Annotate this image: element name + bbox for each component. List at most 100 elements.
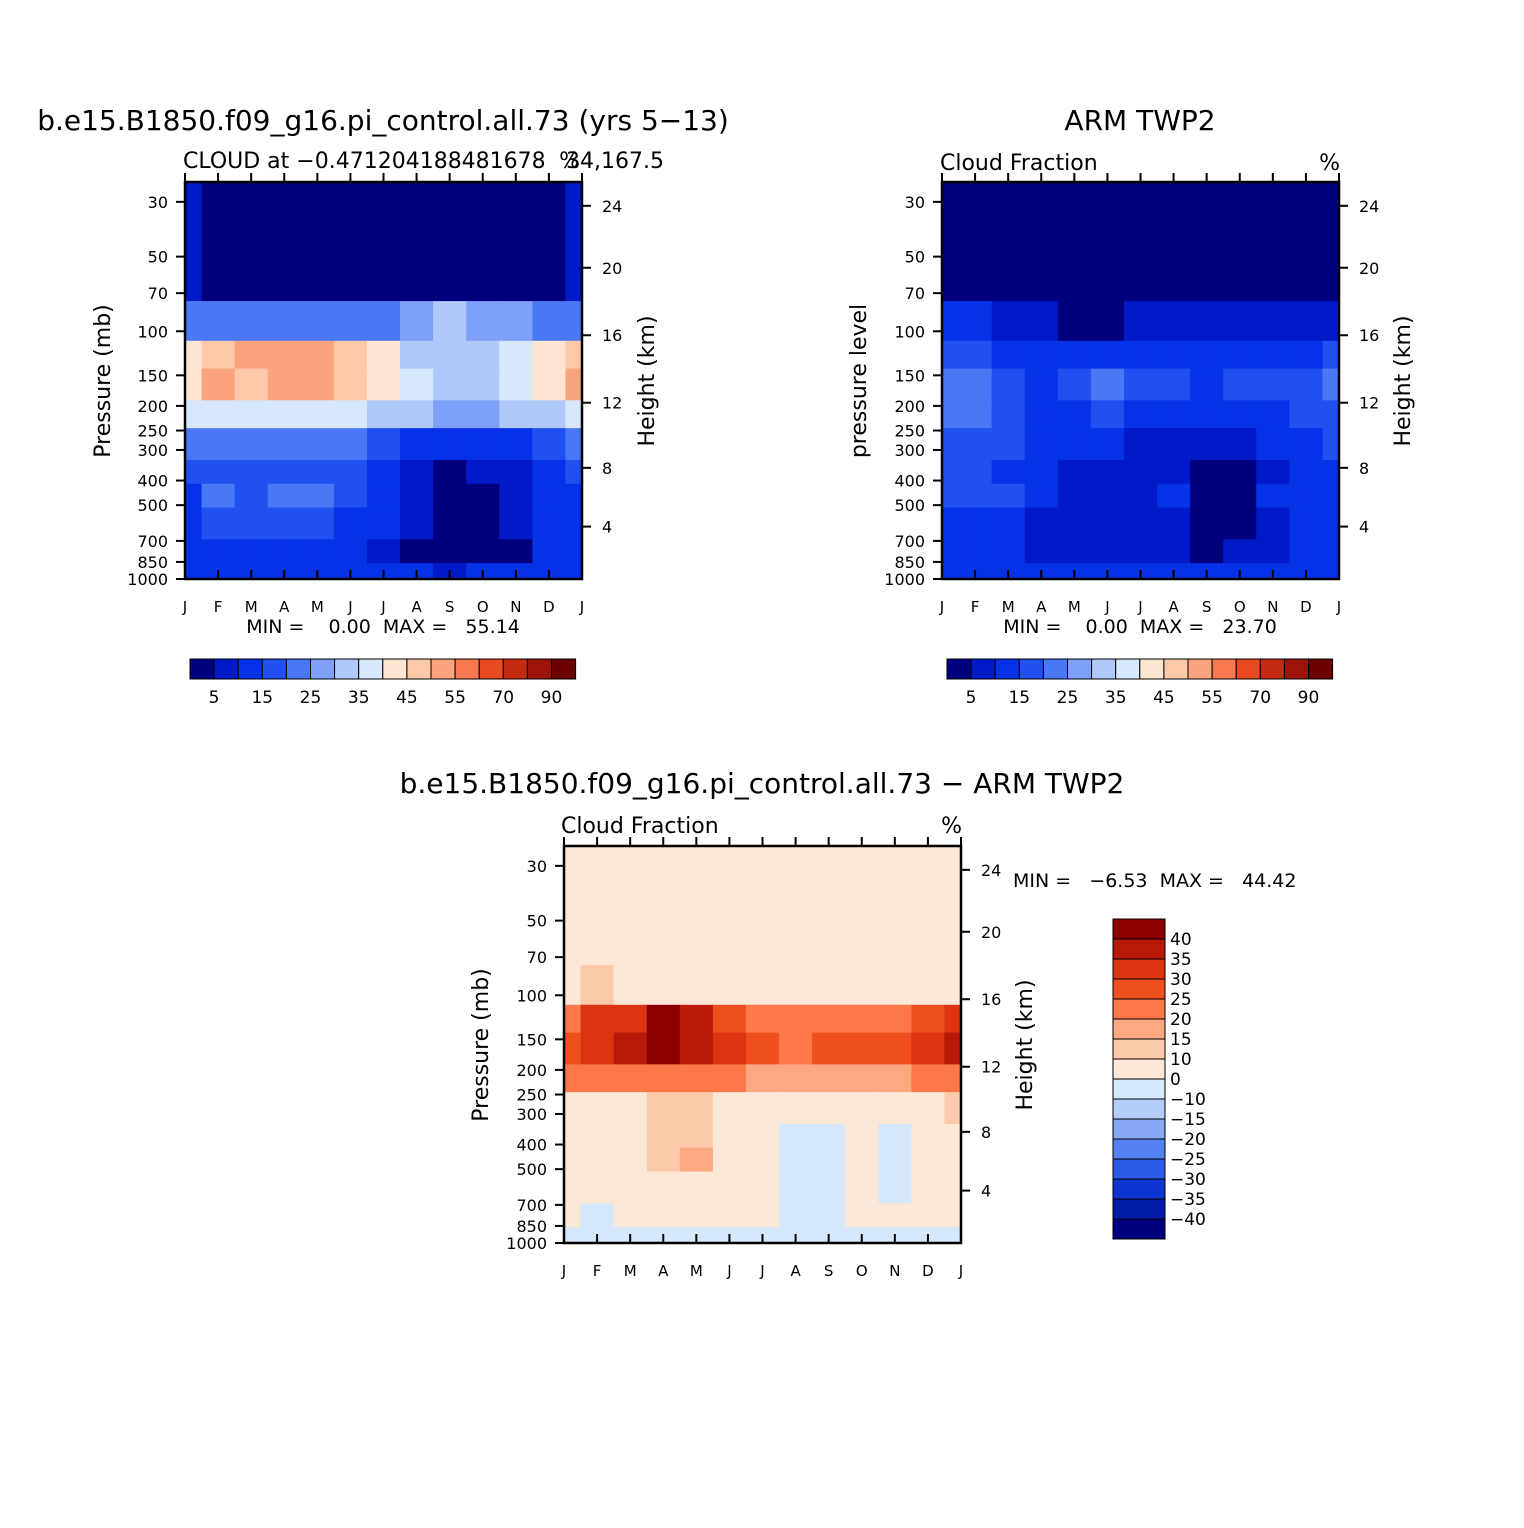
contour-cell [466, 459, 500, 485]
contour-cell [201, 459, 236, 485]
y-tick-label: 150 [516, 1030, 547, 1049]
panel-diff-ylabel-right: Height (km) [1013, 979, 1038, 1110]
colorbar-label: 20 [1170, 1010, 1192, 1030]
y-tick-label: 400 [137, 472, 168, 491]
contour-cell [433, 182, 467, 302]
colorbar-label: 5 [209, 688, 220, 708]
y-tick-label: 150 [894, 366, 925, 385]
contour-cell [1289, 507, 1324, 540]
contour-cell [1057, 539, 1092, 564]
contour-cell [613, 1203, 648, 1228]
contour-cell [564, 1203, 582, 1228]
contour-cell [565, 483, 583, 509]
contour-cell [812, 1032, 846, 1065]
contour-cell [234, 368, 269, 401]
contour-cell [845, 1032, 879, 1065]
contour-cell [366, 182, 401, 302]
contour-cell [613, 1092, 648, 1125]
contour-cell [1223, 483, 1257, 509]
colorbar-box [406, 658, 432, 680]
contour-cell [1190, 483, 1224, 509]
contour-cell [1190, 301, 1224, 342]
contour-cell [1123, 459, 1158, 485]
x-tick-label: F [971, 598, 980, 616]
colorbar-label: 10 [1170, 1050, 1192, 1070]
contour-cell [991, 301, 1026, 342]
contour-cell [944, 1032, 962, 1065]
colorbar-box [237, 658, 263, 680]
contour-cell [712, 1123, 747, 1149]
y-tick-label-right: 20 [981, 923, 1001, 942]
y-tick-label-right: 12 [602, 394, 622, 413]
contour-cell [564, 1064, 582, 1093]
y-tick-label-right: 4 [1359, 518, 1369, 537]
contour-cell [991, 507, 1026, 540]
contour-cell [1289, 400, 1324, 429]
colorbar-box [1187, 658, 1213, 680]
y-tick-label: 300 [516, 1105, 547, 1124]
contour-cell [613, 1032, 648, 1065]
colorbar-label: −10 [1170, 1090, 1206, 1110]
contour-cell [745, 1171, 780, 1204]
x-tick-label: M [1068, 598, 1081, 616]
contour-cell [712, 1171, 747, 1204]
y-tick-label-right: 4 [981, 1182, 991, 1201]
contour-cell [400, 301, 434, 342]
colorbar-label: 90 [541, 688, 563, 708]
panel-diff-contour-field [564, 846, 962, 1244]
x-tick-label: J [347, 598, 352, 616]
contour-cell [911, 965, 946, 1006]
colorbar-box [1091, 658, 1117, 680]
contour-cell [532, 301, 567, 342]
contour-cell [564, 1032, 582, 1065]
contour-cell [911, 1171, 946, 1204]
contour-cell [366, 539, 401, 564]
contour-cell [234, 182, 269, 302]
contour-cell [812, 846, 846, 966]
panel-obs: ARM TWP2 Cloud Fraction % J F M A M J J A S O N D J 3… [847, 104, 1416, 708]
y-tick-label: 150 [137, 366, 168, 385]
contour-cell [1123, 301, 1158, 342]
contour-cell [1090, 459, 1125, 485]
contour-cell [433, 459, 467, 485]
x-tick-label: D [543, 598, 555, 616]
contour-cell [944, 1203, 962, 1228]
contour-cell [532, 483, 567, 509]
y-tick-label-right: 20 [602, 259, 622, 278]
contour-cell [234, 539, 269, 564]
contour-cell [942, 459, 960, 485]
contour-cell [944, 1171, 962, 1204]
colorbar-box [1112, 938, 1166, 960]
x-tick-label: F [214, 598, 223, 616]
contour-cell [878, 1123, 912, 1149]
contour-cell [580, 1092, 615, 1125]
contour-cell [466, 368, 500, 401]
colorbar-box [1112, 1118, 1166, 1140]
contour-cell [1157, 182, 1191, 302]
contour-cell [1024, 428, 1059, 461]
contour-cell [1024, 507, 1059, 540]
contour-cell [564, 846, 582, 966]
contour-cell [1123, 428, 1158, 461]
contour-cell [1123, 400, 1158, 429]
panel-obs-stats: MIN = 0.00 MAX = 23.70 [1003, 616, 1277, 638]
x-tick-label: D [922, 1262, 934, 1280]
contour-cell [532, 539, 567, 564]
contour-cell [1157, 340, 1191, 370]
colorbar-box [1259, 658, 1285, 680]
contour-cell [532, 368, 567, 401]
contour-cell [646, 965, 681, 1006]
contour-cell [366, 301, 401, 342]
y-tick-label: 400 [516, 1136, 547, 1155]
contour-cell [942, 507, 960, 540]
contour-cell [1090, 483, 1125, 509]
contour-cell [333, 182, 368, 302]
contour-cell [1024, 301, 1059, 342]
contour-cell [679, 1004, 714, 1034]
contour-cell [1256, 539, 1290, 564]
colorbar-label: 55 [444, 688, 466, 708]
contour-cell [1190, 400, 1224, 429]
contour-cell [580, 1032, 615, 1065]
contour-cell [745, 1004, 780, 1034]
